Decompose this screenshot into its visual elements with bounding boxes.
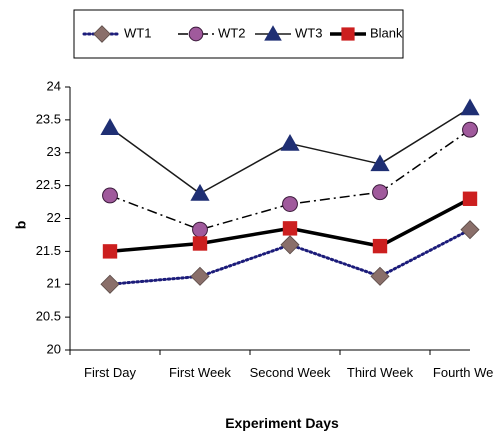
y-tick-label: 24 [47,78,61,93]
x-tick-label: Third Week [347,365,414,380]
y-tick-label: 22 [47,210,61,225]
x-tick-label: Second Week [250,365,331,380]
x-axis-title: Experiment Days [225,415,339,431]
legend-label-blank: Blank [370,25,403,40]
y-tick-label: 21 [47,276,61,291]
legend-marker-wt2 [188,26,204,42]
data-point-blank [192,236,208,251]
y-tick-label: 20 [47,341,61,356]
y-tick-label: 23 [47,144,61,159]
data-point-wt3 [190,183,210,201]
data-point-wt2 [192,221,208,238]
data-point-wt3 [370,154,390,172]
x-tick-label: First Day [84,365,137,380]
data-point-blank [282,221,298,236]
x-tick-label: Fourth Week [433,365,493,380]
legend-label-wt3: WT3 [295,25,322,40]
data-point-wt2 [372,184,388,201]
data-point-wt2 [102,187,118,204]
legend-label-wt2: WT2 [218,25,245,40]
series-line-wt3 [109,107,471,195]
x-tick-label: First Week [169,365,231,380]
data-point-wt1 [280,235,300,255]
data-point-blank [462,191,478,206]
data-point-blank [372,238,388,254]
legend-marker-wt1 [93,25,111,43]
y-axis-title: b [13,221,29,230]
data-point-wt3 [100,118,120,135]
data-point-wt3 [460,98,480,116]
data-point-wt1 [370,266,390,286]
data-point-wt2 [462,121,478,138]
y-tick-label: 23.5 [36,111,61,126]
legend-item-wt1: WT1 [82,25,151,43]
legend: WT1 WT2 WT3 Blank [73,9,404,59]
data-point-wt1 [100,274,120,294]
y-tick-label: 20.5 [36,309,61,324]
legend-label-wt1: WT1 [124,25,151,40]
data-point-wt2 [282,196,298,212]
y-tick-label: 21.5 [36,243,61,258]
legend-marker-blank [341,27,355,41]
data-point-wt1 [460,220,480,240]
legend-marker-wt3 [264,25,282,41]
plot-area: 20 20.5 21 21.5 22 22.5 23 23.5 24 First Day Firs… [36,78,493,380]
data-point-wt3 [280,133,300,151]
data-point-blank [102,244,118,259]
legend-item-wt3: WT3 [255,25,322,41]
legend-item-blank: Blank [330,25,403,41]
legend-item-wt2: WT2 [178,25,245,42]
data-point-wt1 [190,266,210,286]
y-tick-label: 22.5 [36,177,61,192]
